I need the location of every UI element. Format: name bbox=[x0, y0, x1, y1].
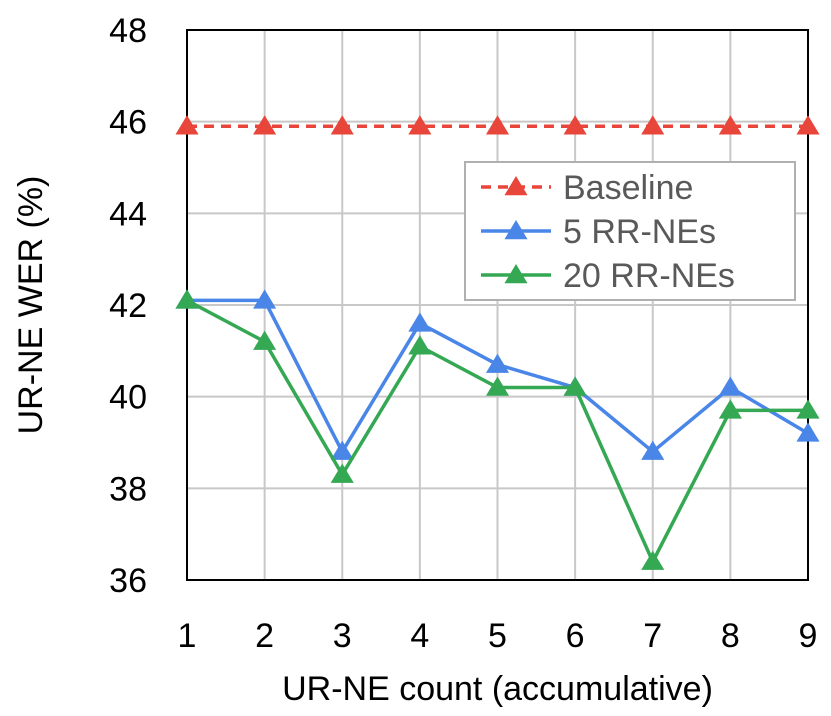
legend-label: 5 RR-NEs bbox=[563, 213, 716, 251]
data-point bbox=[330, 115, 354, 135]
series-1 bbox=[175, 115, 820, 135]
legend-item: 5 RR-NEs bbox=[481, 213, 716, 251]
data-point bbox=[408, 335, 432, 355]
legend-item: Baseline bbox=[481, 169, 693, 207]
y-tick-label: 42 bbox=[109, 287, 147, 325]
y-tick-label: 38 bbox=[109, 470, 147, 508]
x-tick-label: 8 bbox=[721, 617, 740, 655]
data-point bbox=[563, 115, 587, 135]
x-axis-label: UR-NE count (accumulative) bbox=[282, 670, 713, 708]
y-tick-label: 40 bbox=[109, 379, 147, 417]
series-3 bbox=[175, 289, 820, 570]
data-point bbox=[175, 289, 199, 309]
data-point bbox=[485, 353, 510, 373]
data-point bbox=[253, 289, 277, 309]
series-layer bbox=[175, 115, 820, 570]
data-point bbox=[408, 312, 432, 332]
data-point bbox=[641, 440, 665, 460]
grid-lines bbox=[186, 29, 809, 581]
legend: Baseline 5 RR-NEs 20 RR-NEs bbox=[464, 161, 796, 301]
x-axis-ticks: 1 2 3 4 5 6 7 8 9 bbox=[178, 617, 818, 655]
x-tick-label: 9 bbox=[799, 617, 818, 655]
data-point bbox=[485, 115, 510, 135]
y-axis-ticks: 36 38 40 42 44 46 48 bbox=[109, 12, 147, 600]
x-tick-label: 1 bbox=[178, 617, 197, 655]
x-tick-label: 3 bbox=[333, 617, 352, 655]
data-point bbox=[330, 463, 354, 483]
legend-item: 20 RR-NEs bbox=[481, 257, 735, 295]
y-axis-label: UR-NE WER (%) bbox=[12, 176, 50, 435]
data-point bbox=[253, 115, 277, 135]
x-tick-label: 6 bbox=[566, 617, 585, 655]
legend-swatch-marker bbox=[504, 176, 528, 196]
data-point bbox=[641, 550, 665, 570]
legend-swatch-marker bbox=[504, 220, 528, 240]
data-point bbox=[796, 115, 820, 135]
data-point bbox=[718, 399, 742, 419]
data-point bbox=[563, 376, 587, 396]
data-point bbox=[485, 376, 510, 396]
legend-swatch-marker bbox=[504, 264, 528, 284]
data-point bbox=[175, 115, 199, 135]
x-tick-label: 4 bbox=[410, 617, 429, 655]
data-point bbox=[330, 440, 354, 460]
data-point bbox=[641, 115, 665, 135]
y-tick-label: 44 bbox=[109, 195, 147, 233]
x-tick-label: 5 bbox=[488, 617, 507, 655]
data-point bbox=[796, 422, 820, 442]
data-point bbox=[796, 399, 820, 419]
x-tick-label: 2 bbox=[255, 617, 274, 655]
legend-label: 20 RR-NEs bbox=[563, 257, 735, 295]
y-tick-label: 46 bbox=[109, 104, 147, 142]
y-tick-label: 48 bbox=[109, 12, 147, 50]
data-point bbox=[253, 330, 277, 350]
data-point bbox=[718, 115, 742, 135]
data-point bbox=[718, 376, 742, 396]
y-tick-label: 36 bbox=[109, 562, 147, 600]
data-point bbox=[408, 115, 432, 135]
legend-label: Baseline bbox=[563, 169, 693, 207]
x-tick-label: 7 bbox=[643, 617, 662, 655]
